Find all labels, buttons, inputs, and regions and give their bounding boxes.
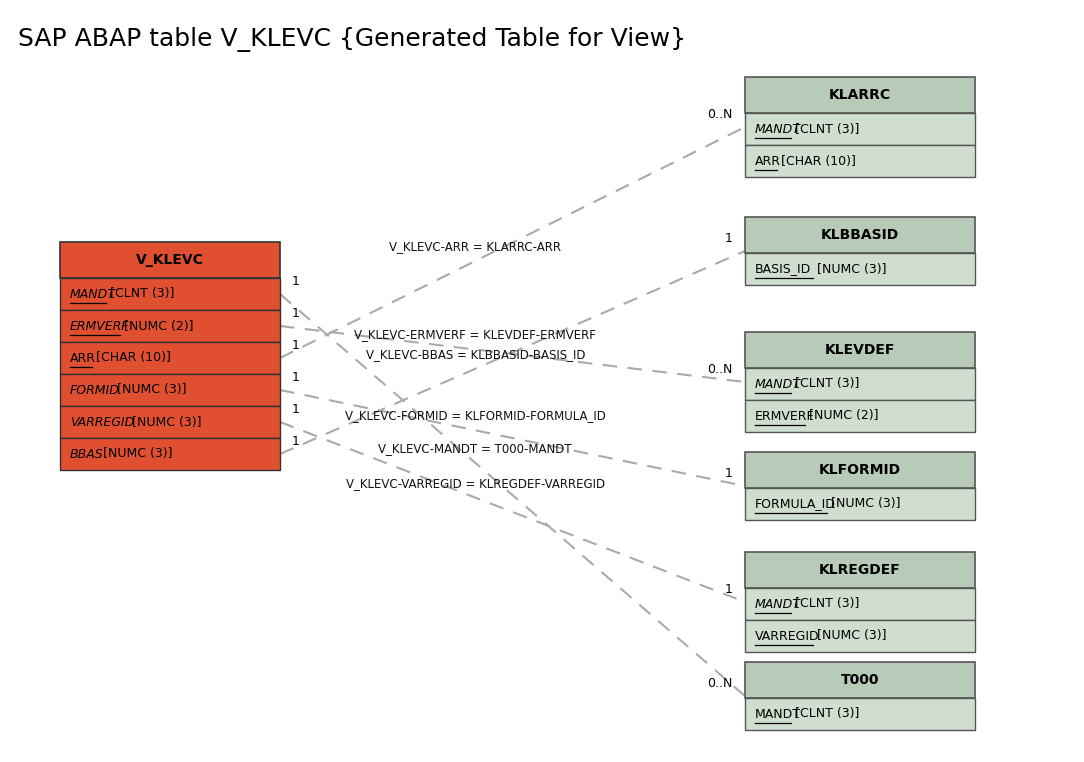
Bar [745,113,975,145]
Text: V_KLEVC-ARR = KLARRC-ARR: V_KLEVC-ARR = KLARRC-ARR [389,240,562,253]
Text: 1: 1 [725,467,733,480]
Text: 1: 1 [292,435,300,448]
Text: SAP ABAP table V_KLEVC {Generated Table for View}: SAP ABAP table V_KLEVC {Generated Table … [18,27,686,52]
Text: [NUMC (3)]: [NUMC (3)] [813,262,886,276]
Bar [745,368,975,400]
Text: [NUMC (3)]: [NUMC (3)] [113,383,186,396]
Text: V_KLEVC-BBAS = KLBBASID-BASIS_ID: V_KLEVC-BBAS = KLBBASID-BASIS_ID [365,347,585,360]
Bar [60,374,280,406]
Bar [745,332,975,368]
Text: V_KLEVC-ERMVERF = KLEVDEF-ERMVERF: V_KLEVC-ERMVERF = KLEVDEF-ERMVERF [354,328,596,341]
Bar [60,242,280,278]
Text: V_KLEVC-FORMID = KLFORMID-FORMULA_ID: V_KLEVC-FORMID = KLFORMID-FORMULA_ID [345,409,606,422]
Text: KLREGDEF: KLREGDEF [820,563,901,577]
Text: V_KLEVC-VARREGID = KLREGDEF-VARREGID: V_KLEVC-VARREGID = KLREGDEF-VARREGID [346,476,605,490]
Bar [60,310,280,342]
Text: [CLNT (3)]: [CLNT (3)] [106,287,175,300]
Text: KLFORMID: KLFORMID [818,463,901,477]
Text: T000: T000 [841,673,879,687]
Text: 0..N: 0..N [708,677,733,690]
Text: 1: 1 [725,232,733,245]
Text: [NUMC (2)]: [NUMC (2)] [805,409,879,422]
Text: 1: 1 [292,339,300,352]
Text: ERMVERF: ERMVERF [754,409,814,422]
Bar [745,452,975,488]
Text: [CLNT (3)]: [CLNT (3)] [791,123,860,136]
Text: KLBBASID: KLBBASID [821,228,899,242]
Text: 1: 1 [292,275,300,288]
Text: BASIS_ID: BASIS_ID [754,262,811,276]
Bar [60,278,280,310]
Bar [745,552,975,588]
Text: FORMID: FORMID [70,383,120,396]
Bar [745,217,975,253]
Text: [CHAR (10)]: [CHAR (10)] [776,155,855,168]
Text: V_KLEVC: V_KLEVC [137,253,204,267]
Text: MANDT: MANDT [70,287,116,300]
Bar [745,145,975,177]
Bar [745,588,975,620]
Text: 1: 1 [292,371,300,384]
Text: MANDT: MANDT [754,377,801,390]
Text: ARR: ARR [70,351,96,364]
Text: ERMVERF: ERMVERF [70,319,129,332]
Bar [745,662,975,698]
Text: MANDT: MANDT [754,597,801,610]
Bar [745,620,975,652]
Text: V_KLEVC-MANDT = T000-MANDT: V_KLEVC-MANDT = T000-MANDT [378,442,572,455]
Bar [745,77,975,113]
Text: FORMULA_ID: FORMULA_ID [754,498,836,511]
Text: [CLNT (3)]: [CLNT (3)] [791,377,860,390]
Text: MANDT: MANDT [754,123,801,136]
Text: [CLNT (3)]: [CLNT (3)] [791,597,860,610]
Text: [NUMC (3)]: [NUMC (3)] [99,447,172,460]
Text: [NUMC (2)]: [NUMC (2)] [120,319,194,332]
Text: BBAS: BBAS [70,447,104,460]
Text: [NUMC (3)]: [NUMC (3)] [813,629,886,642]
Text: VARREGID: VARREGID [754,629,820,642]
Text: [NUMC (3)]: [NUMC (3)] [128,415,202,428]
Text: 1: 1 [292,307,300,320]
Text: 0..N: 0..N [708,363,733,376]
Text: 0..N: 0..N [708,108,733,121]
Text: 1: 1 [725,583,733,596]
Text: KLARRC: KLARRC [829,88,891,102]
Text: MANDT: MANDT [754,707,801,721]
Text: [NUMC (3)]: [NUMC (3)] [827,498,901,511]
Bar [60,342,280,374]
Text: ARR: ARR [754,155,780,168]
Text: [CLNT (3)]: [CLNT (3)] [791,707,860,721]
Text: VARREGID: VARREGID [70,415,134,428]
Bar [745,698,975,730]
Bar [60,406,280,438]
Bar [745,488,975,520]
Bar [745,253,975,285]
Text: 1: 1 [292,403,300,416]
Text: KLEVDEF: KLEVDEF [825,343,895,357]
Bar [60,438,280,470]
Text: [CHAR (10)]: [CHAR (10)] [92,351,170,364]
Bar [745,400,975,432]
